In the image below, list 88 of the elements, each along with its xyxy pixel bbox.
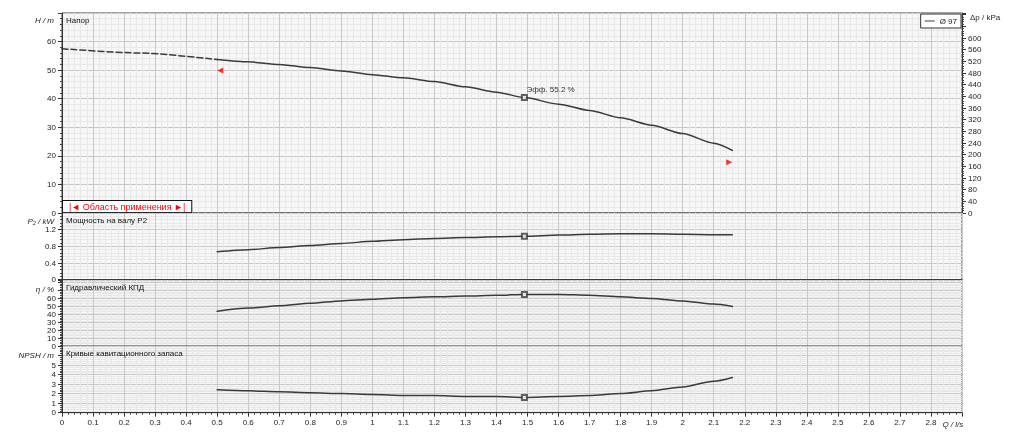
x-tick-label: 0.1	[87, 418, 100, 428]
x-tick-label: 1.7	[584, 418, 596, 428]
x-tick-label: 0.3	[149, 418, 162, 428]
y-tick-label: 3	[51, 379, 57, 389]
x-tick-label: 2.4	[801, 418, 813, 428]
y2-tick-label: 40	[968, 196, 978, 206]
x-tick-label: 2.7	[894, 418, 907, 428]
y2-tick-label: 240	[968, 138, 982, 148]
y-tick-label: 1	[51, 398, 57, 408]
y-tick-label: 0	[51, 341, 57, 351]
line-series	[216, 293, 734, 312]
legend-label: Ø 97	[939, 16, 958, 26]
y-tick-label: 40	[47, 94, 57, 104]
y-tick-label: 20	[47, 325, 57, 335]
x-tick-label: 1.2	[428, 418, 441, 428]
point	[726, 159, 733, 166]
chart-title: Кривые кавитационного запаса	[66, 348, 184, 358]
x-tick-label: 2.6	[863, 418, 876, 428]
text: |◄ Область применения ►|	[69, 201, 186, 212]
x-tick-label: 2.2	[739, 418, 751, 428]
x-tick-label: 2.8	[925, 418, 938, 428]
x-tick-label: 1.3	[459, 418, 472, 428]
y-tick-label: 60	[47, 37, 57, 47]
annotation: Эфф. 55.2 %	[526, 85, 575, 95]
y-tick-label: 30	[47, 317, 57, 327]
point	[217, 67, 224, 74]
y2-tick-label: 320	[968, 115, 982, 125]
x-tick-label: 2.3	[770, 418, 782, 428]
y-tick-label: 2	[51, 389, 57, 399]
x-tick-label: 0.6	[242, 418, 255, 428]
x-tick-label: 0.2	[118, 418, 131, 428]
x-tick-label: 1	[370, 418, 376, 428]
y-tick-label: 5	[51, 360, 57, 370]
y2-tick-label: 200	[968, 150, 982, 160]
y2-tick-label: 280	[968, 126, 982, 136]
y2-tick-label: 480	[968, 68, 982, 78]
x-axis-title: Q / l/s	[942, 420, 964, 430]
y2-tick-label: 0	[968, 208, 973, 218]
x-tick-label: 1.1	[397, 418, 410, 428]
point	[520, 94, 528, 102]
y-tick-label: 20	[47, 151, 57, 161]
y2-tick-label: 520	[968, 56, 982, 66]
y-tick-label: 0	[51, 208, 57, 218]
y-axis-title: P₂ / kW	[27, 216, 56, 226]
x-tick-label: 1.5	[521, 418, 534, 428]
line-series	[216, 233, 734, 253]
y-tick-label: 0	[51, 275, 57, 285]
line-series	[216, 377, 734, 399]
x-tick-label: 1.6	[552, 418, 565, 428]
y-axis-title: H / m	[34, 15, 55, 25]
y2-axis-title: Δp / kPa	[970, 12, 1001, 22]
x-tick-label: 0.5	[211, 418, 224, 428]
y-tick-label: 10	[47, 333, 57, 343]
x-tick-label: 2.1	[708, 418, 720, 428]
y-tick-label: 10	[47, 179, 57, 189]
chart-title: Мощность на валу P2	[66, 215, 148, 225]
y2-tick-label: 80	[968, 185, 978, 195]
y-tick-label: 60	[47, 293, 57, 303]
chart-title: Напор	[66, 15, 91, 25]
x-tick-label: 0.8	[304, 418, 317, 428]
y2-tick-label: 160	[968, 161, 982, 171]
x-tick-label: 0.7	[273, 418, 286, 428]
x-tick-label: 0	[59, 418, 65, 428]
y2-tick-label: 560	[968, 45, 982, 55]
y-tick-label: 40	[47, 309, 57, 319]
y-tick-label: 30	[47, 122, 57, 132]
y2-tick-label: 120	[968, 173, 982, 183]
y2-tick-label: 440	[968, 80, 982, 90]
y-tick-label: 50	[47, 301, 57, 311]
x-tick-label: 1.8	[615, 418, 627, 428]
y2-tick-label: 400	[968, 91, 982, 101]
y-tick-label: 0.8	[44, 241, 57, 251]
y-tick-label: 4	[51, 370, 57, 380]
x-tick-label: 2	[680, 418, 686, 428]
y2-tick-label: 360	[968, 103, 982, 113]
x-tick-label: 0.9	[335, 418, 348, 428]
chart-title: Гидравлический КПД	[66, 282, 145, 292]
y2-tick-label: 600	[968, 33, 982, 43]
y-tick-label: 50	[47, 65, 57, 75]
y-axis-title: η / %	[35, 284, 54, 294]
x-tick-label: 1.9	[646, 418, 658, 428]
y-axis-title: NPSH / m	[18, 350, 55, 360]
y-tick-label: 0.4	[44, 258, 57, 268]
y-tick-label: 1.2	[44, 225, 57, 235]
x-tick-label: 1.4	[490, 418, 503, 428]
y-tick-label: 0	[51, 408, 57, 418]
x-tick-label: 0.4	[180, 418, 193, 428]
x-tick-label: 2.5	[832, 418, 844, 428]
